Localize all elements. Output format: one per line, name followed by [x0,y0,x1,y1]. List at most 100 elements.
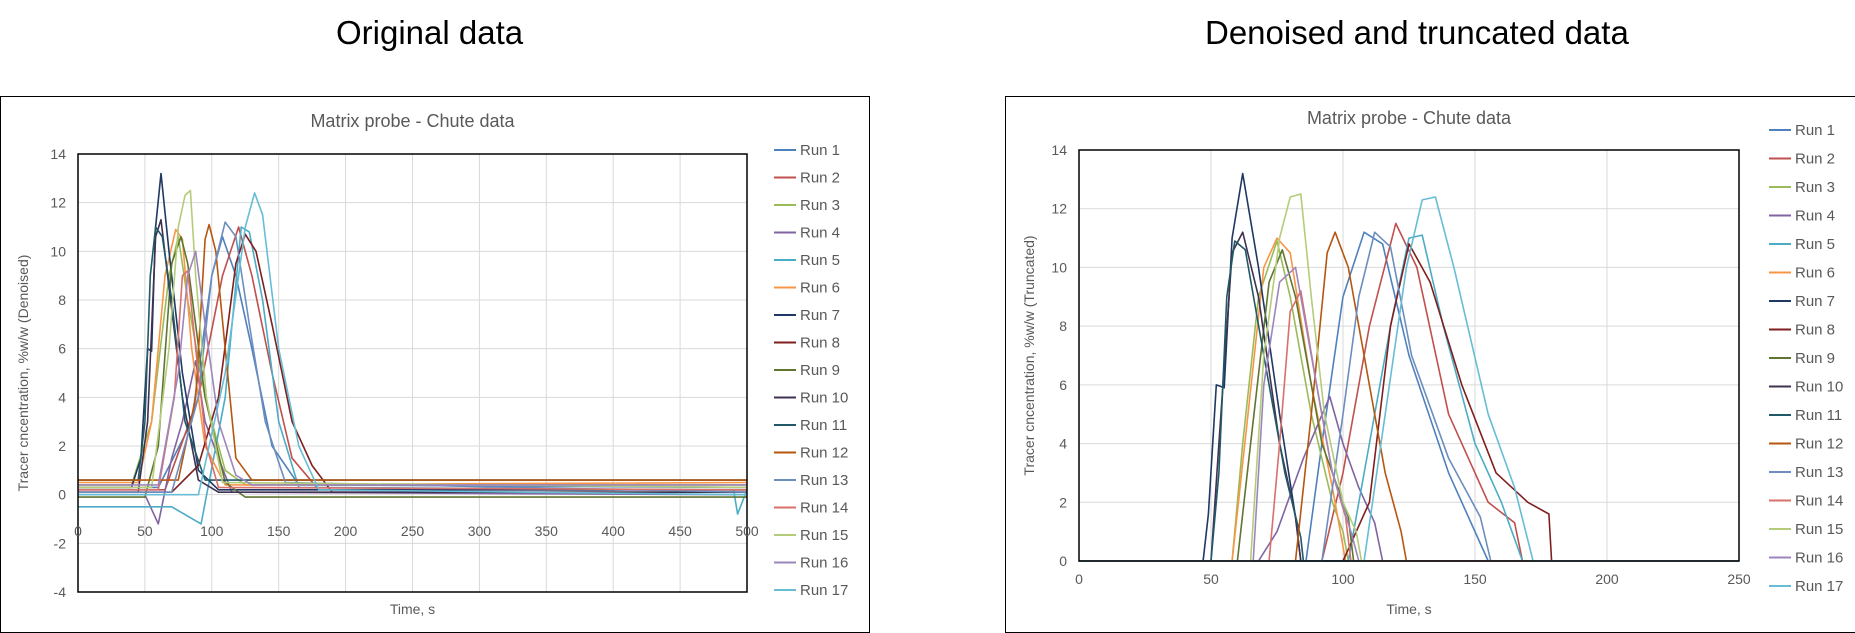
truncated-legend-label-15: Run 15 [1795,521,1843,538]
original-y-tick-label-6: 8 [58,292,66,308]
original-x-tick-label-9: 450 [668,523,692,539]
original-y-axis-label: Tracer cncentration, %w/w (Denoised) [15,255,31,492]
original-series-line-4 [78,360,748,525]
truncated-series-line-1 [1079,231,1739,562]
truncated-x-tick-label-0: 0 [1075,571,1083,587]
original-x-tick-label-8: 400 [602,523,626,539]
truncated-y-tick-label-5: 10 [1051,259,1067,275]
truncated-series-line-12 [1079,231,1739,562]
original-x-tick-label-2: 100 [200,523,224,539]
original-x-tick-label-6: 300 [468,523,492,539]
original-data-chart: Matrix probe - Chute data -4 -2 0 2 4 6 8 10 12 14… [15,111,848,617]
truncated-x-tick-label-4: 200 [1595,571,1619,587]
original-x-tick-label-7: 350 [535,523,559,539]
original-series-line-13 [78,221,748,493]
truncated-series-line-17 [1079,196,1739,562]
original-legend-label-16: Run 16 [800,555,848,572]
original-series-line-16 [78,250,747,486]
original-legend-label-17: Run 17 [800,582,848,599]
truncated-legend-label-17: Run 17 [1795,578,1843,595]
truncated-series-line-15 [1079,193,1739,562]
truncated-series-line-8 [1079,243,1739,562]
truncated-series-line-7 [1079,172,1739,562]
original-y-tick-label-1: -2 [54,535,67,551]
original-legend-label-6: Run 6 [800,280,840,297]
truncated-x-axis-label: Time, s [1386,601,1431,617]
original-x-tick-label-3: 150 [267,523,291,539]
truncated-data-chart: Matrix probe - Chute data 0 2 4 6 8 10 12 14 0 50 1… [1021,108,1843,617]
original-legend-label-8: Run 8 [800,335,840,352]
truncated-series-line-14 [1079,290,1739,562]
original-y-tick-label-7: 10 [50,243,66,259]
truncated-legend-label-7: Run 7 [1795,293,1835,310]
original-series-line-2 [78,226,747,491]
left-chart-heading: Original data [336,14,524,51]
truncated-y-axis-label: Tracer cncentration, %w/w (Truncated) [1021,235,1037,475]
truncated-y-tick-label-4: 8 [1059,318,1067,334]
truncated-legend-label-11: Run 11 [1795,407,1842,424]
truncated-y-tick-label-2: 4 [1059,436,1067,452]
original-data-chart-panel: Matrix probe - Chute data -4 -2 0 2 4 6 8 10 12 14… [0,96,870,633]
original-y-tick-label-8: 12 [50,195,66,211]
original-legend-label-13: Run 13 [800,472,848,489]
truncated-series-line-10 [1079,231,1739,562]
truncated-series-line-13 [1079,231,1739,562]
truncated-series-line-16 [1079,266,1739,562]
truncated-legend-label-6: Run 6 [1795,265,1835,282]
truncated-legend-label-12: Run 12 [1795,436,1843,453]
original-legend-label-1: Run 1 [800,142,840,159]
original-y-tick-label-4: 4 [58,389,66,405]
original-series-line-8 [78,233,747,493]
truncated-y-tick-label-3: 6 [1059,377,1067,393]
truncated-series-line-9 [1079,249,1739,562]
original-legend-label-5: Run 5 [800,252,840,269]
original-y-tick-label-0: -4 [54,584,67,600]
truncated-legend-label-3: Run 3 [1795,179,1835,196]
truncated-legend-label-16: Run 16 [1795,550,1843,567]
original-y-tick-label-2: 0 [58,487,66,503]
right-chart-heading: Denoised and truncated data [1205,14,1629,51]
original-legend-label-9: Run 9 [800,362,840,379]
original-legend-label-10: Run 10 [800,390,848,407]
truncated-legend-label-1: Run 1 [1795,122,1835,139]
truncated-y-tick-label-6: 12 [1051,201,1067,217]
truncated-series-line-11 [1079,240,1739,562]
truncated-series-line-3 [1079,240,1739,562]
truncated-x-tick-label-2: 100 [1331,571,1355,587]
truncated-data-chart-panel: Matrix probe - Chute data 0 2 4 6 8 10 12 14 0 50 1… [1005,96,1855,633]
original-legend-label-15: Run 15 [800,527,848,544]
original-series-line-11 [78,226,747,481]
original-x-tick-label-5: 250 [401,523,425,539]
truncated-legend-label-13: Run 13 [1795,464,1843,481]
original-series-line-17 [78,192,748,496]
original-x-tick-label-0: 0 [74,523,82,539]
original-series-line-9 [78,235,747,498]
truncated-y-tick-label-0: 0 [1059,553,1067,569]
original-x-tick-label-10: 500 [735,523,759,539]
original-x-tick-label-4: 200 [334,523,358,539]
truncated-chart-title: Matrix probe - Chute data [1307,108,1512,128]
original-series-line-15 [78,189,748,489]
original-y-tick-label-3: 2 [58,438,66,454]
truncated-legend-label-8: Run 8 [1795,322,1835,339]
truncated-legend-label-10: Run 10 [1795,379,1843,396]
truncated-y-tick-label-1: 2 [1059,494,1067,510]
truncated-x-tick-label-3: 150 [1463,571,1487,587]
original-x-axis-label: Time, s [390,601,435,617]
original-legend-label-11: Run 11 [800,417,847,434]
truncated-x-tick-label-5: 250 [1727,571,1751,587]
truncated-series-line-5 [1079,234,1739,562]
original-legend-label-12: Run 12 [800,445,848,462]
original-x-tick-label-1: 50 [137,523,153,539]
truncated-series-line-4 [1079,395,1739,562]
truncated-series-line-6 [1079,237,1739,562]
original-legend-label-7: Run 7 [800,307,840,324]
truncated-plot-area [1078,149,1740,562]
truncated-series-line-2 [1079,222,1739,562]
original-legend-label-4: Run 4 [800,225,840,242]
truncated-legend-label-5: Run 5 [1795,236,1835,253]
truncated-legend-label-14: Run 14 [1795,493,1843,510]
original-series-line-6 [78,228,748,486]
original-series-line-7 [78,172,747,491]
truncated-legend-label-9: Run 9 [1795,350,1835,367]
